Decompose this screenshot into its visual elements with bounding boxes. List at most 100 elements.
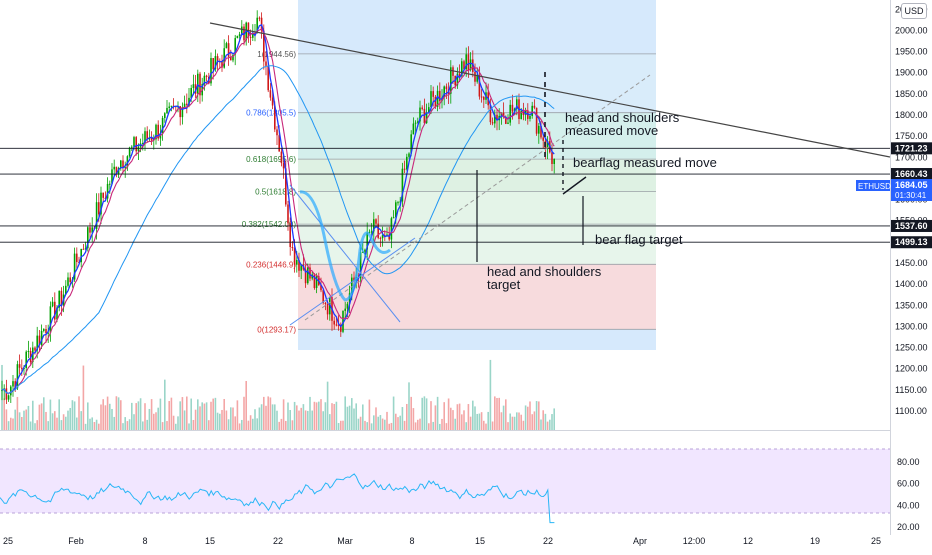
volume-bar: [51, 413, 54, 430]
candle-body: [529, 116, 531, 119]
volume-bar: [370, 423, 373, 430]
wedge-lower-line[interactable]: [289, 237, 416, 326]
fibonacci-labels: 1(1944.56) 0.786(1805.5) 0.618(1695.6) 0.5(…: [242, 50, 297, 334]
candle-body: [280, 151, 283, 164]
volume-bar: [10, 417, 12, 430]
candle-body: [80, 248, 82, 263]
volume-bar: [542, 410, 544, 430]
wedge-upper-line[interactable]: [289, 184, 401, 323]
volume-bar: [472, 400, 474, 430]
volume-bar: [139, 398, 142, 430]
candle-body: [43, 329, 45, 331]
volume-bar: [172, 415, 175, 430]
candle-body: [197, 73, 199, 94]
volume-bar: [507, 422, 509, 430]
volume-bar: [40, 403, 43, 430]
volume-bar: [524, 405, 527, 430]
price-tick-label: 1800.00: [895, 110, 928, 120]
volume-bar: [518, 412, 520, 430]
candle-body: [269, 90, 272, 98]
volume-bar: [87, 402, 89, 430]
candle-body: [133, 137, 135, 147]
volume-bar: [142, 421, 144, 430]
price-tick-label: 1400.00: [895, 279, 928, 289]
candle-body: [516, 99, 518, 109]
volume-bar: [49, 399, 52, 430]
candle-body: [128, 147, 131, 157]
volume-bar: [364, 420, 366, 430]
candle-body: [478, 75, 481, 97]
candle-body: [439, 90, 441, 102]
candle-body: [186, 103, 188, 105]
volume-bar: [133, 414, 135, 430]
candle-body: [256, 17, 258, 34]
candle-body: [47, 332, 49, 334]
volume-bar: [496, 397, 498, 430]
volume-bar: [399, 415, 401, 430]
volume-bar: [318, 401, 320, 430]
volume-bar: [225, 410, 228, 430]
candle-body: [188, 97, 190, 105]
volume-bar: [190, 398, 192, 430]
volume-bar: [45, 411, 47, 430]
time-tick-label: 15: [475, 536, 485, 546]
currency-badge[interactable]: USD: [901, 3, 927, 19]
volume-bar: [155, 412, 157, 430]
flag-pole: [562, 176, 587, 195]
volume-bar: [344, 396, 346, 430]
candle-body: [410, 134, 412, 154]
volume-bar: [223, 398, 225, 430]
candle-body: [122, 160, 124, 168]
candle-body: [38, 335, 41, 345]
volume-bar: [386, 411, 388, 430]
volume-bar: [289, 410, 291, 430]
volume-bar: [14, 409, 16, 430]
descending-trendline[interactable]: [209, 22, 891, 158]
volume-bar: [406, 403, 408, 430]
volume-bar: [243, 396, 245, 430]
price-tick-label: 1300.00: [895, 321, 928, 331]
volume-bar: [476, 413, 478, 430]
candle-body: [412, 123, 415, 135]
volume-bar: [540, 419, 542, 430]
candle-body: [87, 227, 89, 249]
candle-body: [533, 105, 536, 108]
candle-body: [511, 104, 514, 112]
candle-body: [505, 116, 507, 124]
candle-body: [51, 301, 54, 307]
volume-bar: [109, 403, 111, 430]
time-tick-label: 8: [142, 536, 147, 546]
volume-bar: [260, 404, 263, 430]
current-price-tag[interactable]: ETHUSD 1684.05 01:30:41: [856, 179, 932, 201]
volume-bar: [269, 397, 272, 430]
volume-bar: [366, 422, 368, 430]
candle-body: [65, 285, 67, 295]
volume-bar: [256, 418, 258, 430]
level-price-tag: [891, 142, 932, 155]
level-price-text: 1721.23: [895, 143, 928, 153]
volume-bars: [1, 359, 555, 430]
candle-body: [278, 135, 280, 152]
volume-bar: [117, 397, 120, 430]
volume-bar: [368, 399, 371, 430]
volume-bar: [254, 409, 256, 430]
candle-body: [170, 105, 173, 107]
volume-bar: [73, 401, 76, 430]
volume-bar: [520, 414, 522, 430]
volume-bar: [500, 412, 503, 430]
candle-body: [293, 247, 296, 265]
candle-body: [432, 91, 434, 97]
candle-body: [232, 54, 234, 61]
price-tag-countdown: 01:30:41: [895, 191, 927, 200]
candle-body: [258, 17, 261, 19]
candle-body: [496, 114, 498, 121]
candle-body: [216, 56, 219, 61]
volume-bar: [478, 413, 481, 430]
candle-body: [296, 259, 298, 265]
volume-bar: [194, 409, 197, 430]
volume-bar: [175, 423, 177, 430]
volume-bar: [181, 397, 184, 430]
volume-bar: [271, 404, 274, 430]
candle-body: [84, 248, 87, 250]
